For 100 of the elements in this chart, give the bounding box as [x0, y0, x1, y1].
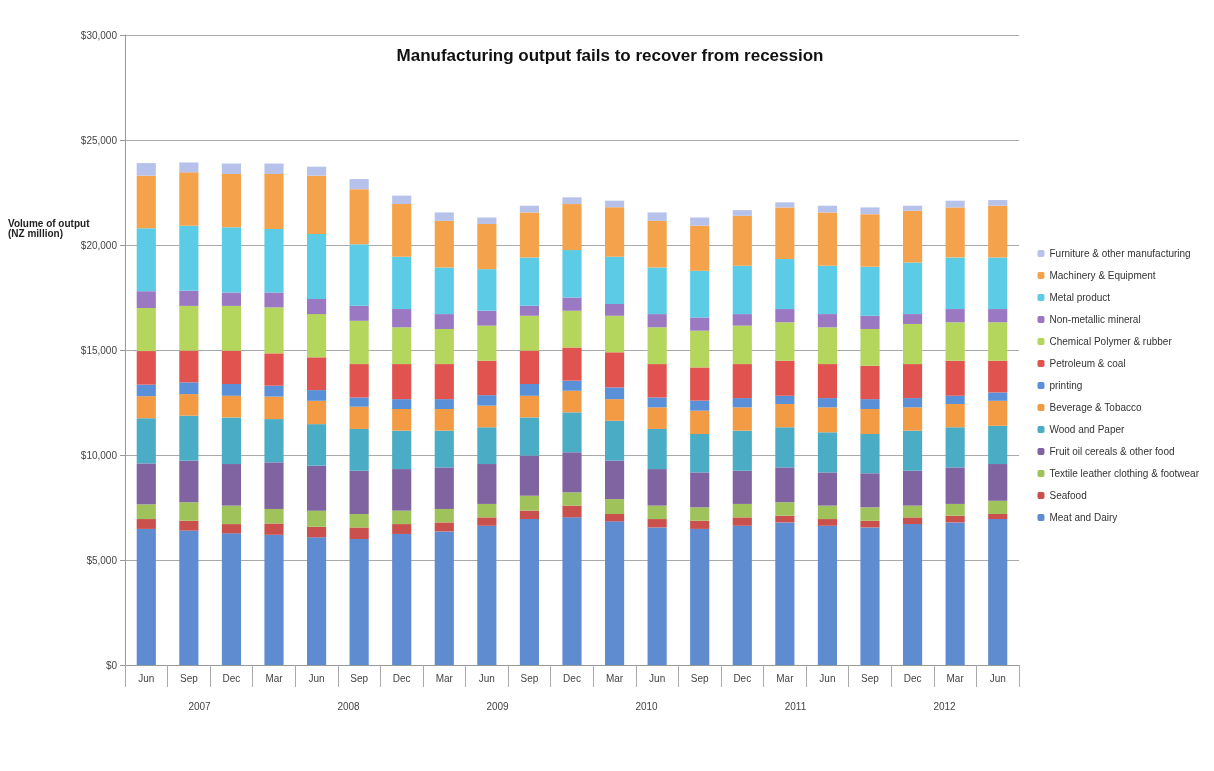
x-tick-label: Sep: [520, 672, 539, 684]
legend-label: Petroleum & coal: [1049, 358, 1126, 369]
bar: [349, 527, 369, 539]
bar: [690, 270, 710, 318]
bar: [392, 430, 412, 470]
x-tick-label: Sep: [861, 672, 880, 684]
bar: [775, 467, 795, 503]
bar: [477, 325, 497, 361]
bar: [519, 455, 540, 496]
bar: [477, 269, 497, 311]
bar: [732, 364, 752, 399]
bar: [902, 262, 923, 315]
bar: [434, 467, 454, 509]
bar: [775, 403, 795, 428]
bar: [562, 250, 582, 298]
bar: [604, 387, 625, 400]
bar: [477, 464, 497, 504]
bar: [775, 202, 795, 208]
bar: [860, 409, 880, 434]
x-tick-label: Jun: [308, 672, 325, 684]
bar: [306, 465, 327, 511]
bar: [306, 175, 327, 235]
y-tick-label: $0: [105, 659, 118, 671]
bar: [519, 257, 540, 306]
bar: [732, 430, 752, 471]
x-tick-label: Jun: [478, 672, 495, 684]
bar: [817, 472, 838, 506]
bar: [817, 519, 838, 526]
x-tick-label: Jun: [819, 672, 836, 684]
bar: [647, 527, 667, 665]
bar: [817, 212, 838, 266]
bar: [902, 407, 923, 431]
bar: [179, 305, 199, 351]
bar: [690, 330, 710, 368]
bar: [306, 510, 327, 527]
bar: [860, 266, 880, 316]
bar: [392, 204, 412, 257]
bar: [392, 399, 412, 410]
bar: [902, 323, 923, 365]
bar: [647, 505, 667, 520]
bar: [434, 430, 454, 468]
bar: [945, 522, 965, 665]
bar: [562, 517, 582, 665]
bar: [775, 207, 795, 260]
bar: [860, 329, 880, 366]
bar: [434, 314, 454, 329]
bar: [264, 353, 284, 386]
bar: [306, 314, 327, 358]
bar: [690, 507, 710, 521]
bar: [817, 505, 838, 520]
bar: [392, 409, 412, 431]
bar: [902, 314, 923, 324]
bar: [945, 427, 965, 468]
bar: [945, 207, 965, 258]
bar: [306, 234, 327, 299]
legend-label: Wood and Paper: [1049, 424, 1126, 435]
bar: [136, 228, 156, 292]
bar: [988, 425, 1008, 465]
bar: [817, 525, 838, 665]
legend-label: Furniture & other manufacturing: [1049, 248, 1191, 259]
legend-label: printing: [1049, 380, 1083, 391]
bar: [519, 315, 540, 351]
x-tick-label: Mar: [946, 672, 965, 684]
bar: [179, 460, 199, 503]
bar: [306, 166, 327, 176]
text: 2011: [784, 700, 807, 712]
bar: [434, 508, 454, 523]
bar: [434, 522, 454, 532]
bar: [221, 227, 242, 293]
bar: [392, 469, 412, 511]
y-tick-label: $10,000: [80, 449, 118, 461]
text: 2007: [188, 700, 212, 712]
bar: [562, 197, 582, 205]
bar: [690, 434, 710, 473]
bar: [179, 225, 199, 291]
bar: [221, 174, 242, 228]
bar: [732, 314, 752, 326]
bar: [136, 351, 156, 385]
y-axis-title: Volume of output (NZ million): [8, 217, 93, 239]
y-tick-label: $15,000: [80, 344, 118, 356]
bar: [562, 412, 582, 453]
bar: [264, 462, 284, 509]
bar: [221, 533, 242, 665]
bar: [349, 397, 369, 407]
bar: [902, 210, 923, 263]
bar: [562, 390, 582, 413]
bar: [349, 428, 369, 471]
y-tick-label: $5,000: [86, 554, 118, 566]
bar: [434, 531, 454, 665]
bar: [988, 400, 1008, 426]
y-tick-label: $30,000: [80, 29, 118, 41]
bar: [179, 350, 199, 383]
bar: [179, 502, 199, 521]
x-tick-label: Dec: [903, 672, 922, 684]
bar: [860, 365, 880, 400]
bar: [519, 510, 540, 520]
bar: [860, 315, 880, 329]
bar: [690, 317, 710, 331]
bar: [477, 503, 497, 518]
bar: [519, 350, 540, 385]
